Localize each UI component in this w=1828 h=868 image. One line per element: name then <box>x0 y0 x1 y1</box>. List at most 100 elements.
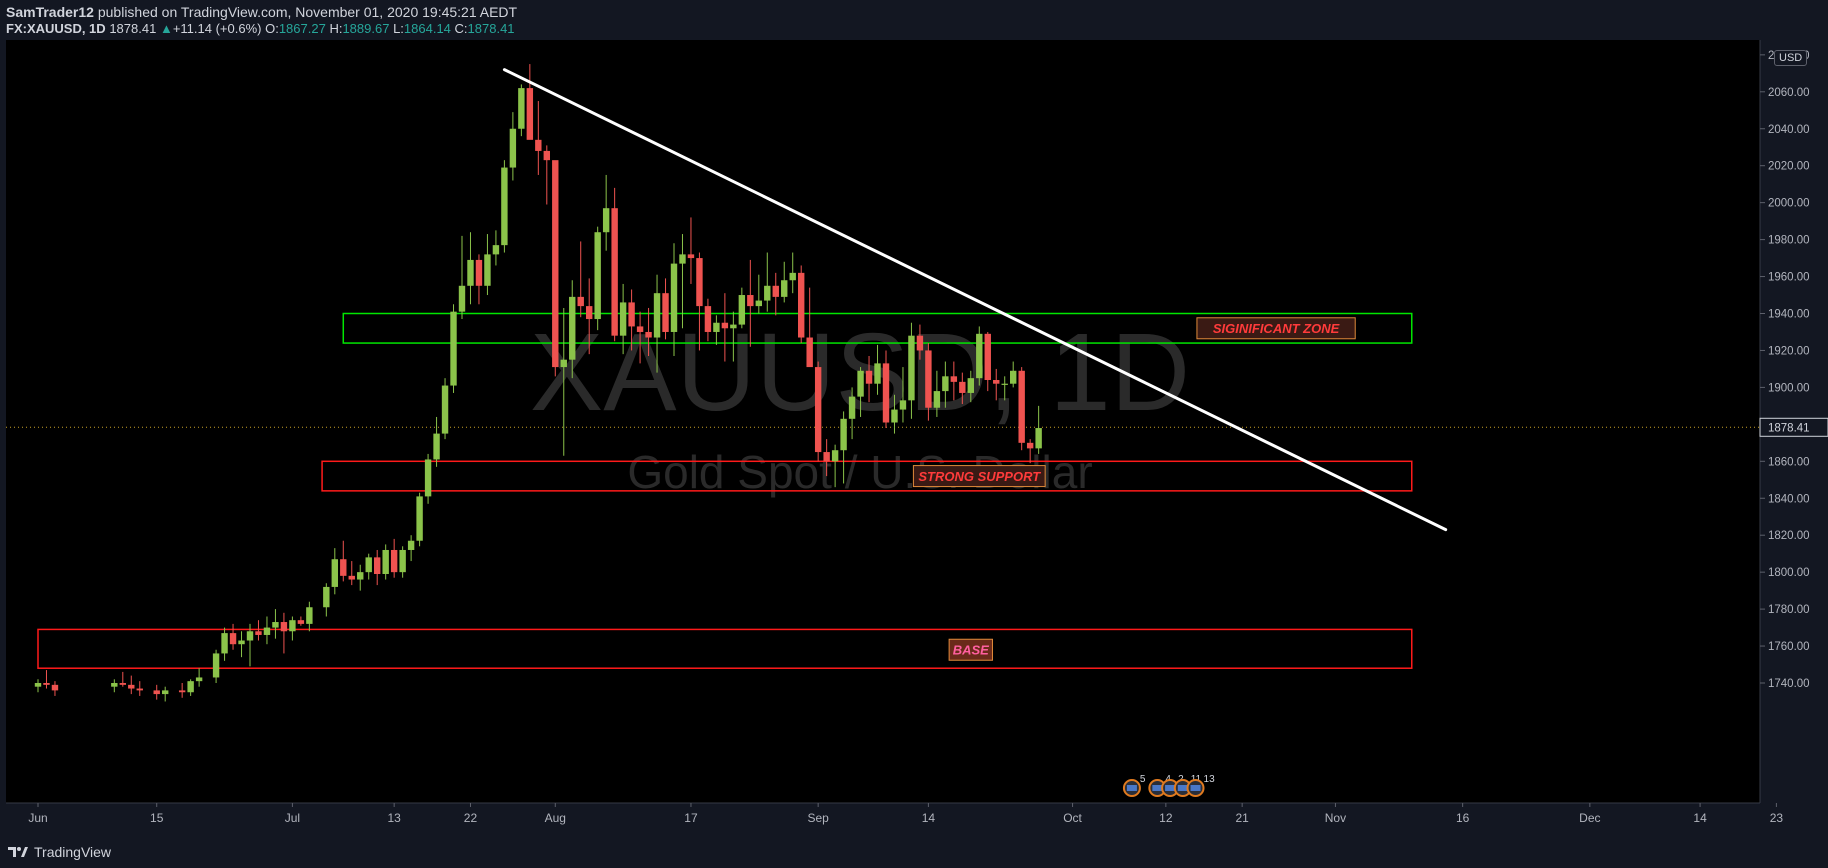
candle-body-up <box>967 378 974 393</box>
candle-body-down <box>390 549 398 573</box>
candle-body-up <box>942 376 949 392</box>
event-flag-icon <box>1152 785 1163 791</box>
candle-body-down <box>577 296 584 307</box>
candle-body-down <box>798 272 805 338</box>
time-tick-label: 21 <box>1235 811 1249 825</box>
zone-base-label-box <box>948 638 993 661</box>
close-label: C: <box>454 21 468 36</box>
candle-body-up <box>433 433 440 460</box>
publish-info: published on TradingView.com, November 0… <box>97 4 518 20</box>
tradingview-logo[interactable]: TradingView <box>8 844 111 860</box>
zone-support-box[interactable] <box>321 460 1413 492</box>
candle-body-down <box>721 322 729 329</box>
zone-base-box[interactable] <box>37 628 1413 669</box>
time-tick-label: 13 <box>387 811 401 825</box>
price-ticks: 1740.00 1760.00 1780.00 1800.00 1820.00 1840.… <box>1760 50 1810 690</box>
candle-body-down <box>297 620 305 624</box>
candle-body-down <box>1018 370 1025 443</box>
candle-body-down <box>645 331 652 338</box>
candle-body-up <box>764 285 771 301</box>
candle-body-up <box>331 559 338 587</box>
event-count-label: 13 <box>1204 774 1216 785</box>
price-chart[interactable]: XAUUSD, 1D Gold Spot / U.S. Dollar 1740.… <box>0 40 1828 836</box>
candle-body-up <box>484 254 491 286</box>
time-tick-label: 14 <box>1693 811 1707 825</box>
candle-body-up <box>840 418 847 451</box>
candle-body-down <box>865 370 873 384</box>
event-markers[interactable]: 5421113 <box>1122 774 1216 797</box>
zone-significant-box[interactable] <box>342 312 1413 344</box>
candle-body-up <box>272 622 279 628</box>
candle-body-down <box>993 380 1000 384</box>
candle-body-up <box>713 322 720 332</box>
time-tick-label: 12 <box>1159 811 1173 825</box>
zone-support-label-box <box>912 465 1046 488</box>
candle-body-up <box>306 607 313 624</box>
zone-support-label: STRONG SUPPORT <box>918 469 1041 484</box>
candle-body-up <box>289 620 296 632</box>
event-flag-icon <box>1126 785 1137 791</box>
time-ticks: Jun 15 Jul 13 22 Aug 17 Sep 14 Oct 12 21 Nov 16 Dec 14 2… <box>28 803 1783 825</box>
candle-body-down <box>255 631 262 635</box>
ohlc-line: FX:XAUUSD, 1D 1878.41 ▲+11.14 (+0.6%) O:… <box>6 21 515 36</box>
candle-body-down <box>611 208 618 336</box>
low-value: 1864.14 <box>403 21 451 36</box>
candle-body-up <box>781 280 788 297</box>
trendline[interactable] <box>502 68 1448 532</box>
candle-body-up <box>212 653 220 678</box>
event-flag-icon <box>1190 785 1201 791</box>
zone-significant-label-box <box>1196 317 1356 340</box>
time-tick-label: Nov <box>1325 811 1346 825</box>
candle-body-up <box>162 690 169 695</box>
symbol-label[interactable]: FX:XAUUSD, 1D <box>6 21 106 36</box>
candle-body-up <box>111 683 118 687</box>
change-arrow-icon: ▲ <box>159 21 173 36</box>
candle-body-up <box>450 311 457 386</box>
candle-body-down <box>128 684 135 689</box>
candle-body-down <box>823 452 830 462</box>
candle-body-down <box>662 293 669 332</box>
candle-body-down <box>882 363 890 423</box>
time-tick-label: Jun <box>28 811 47 825</box>
candle-body-up <box>1035 428 1042 449</box>
price-tick-label: 1960.00 <box>1768 272 1810 284</box>
close-value: 1878.41 <box>467 21 515 36</box>
zones[interactable] <box>37 312 1413 669</box>
price-tick-label: 1740.00 <box>1768 678 1810 690</box>
descending-trendline[interactable] <box>502 68 1448 532</box>
event-flag-icon <box>1165 785 1176 791</box>
symbol-watermark: XAUUSD, 1D Gold Spot / U.S. Dollar <box>530 311 1190 498</box>
time-tick-label: Oct <box>1063 811 1082 825</box>
price-tick-label: 2000.00 <box>1768 198 1810 210</box>
footer: TradingView <box>0 836 1828 868</box>
candle-body-down <box>153 690 160 695</box>
open-value: 1867.27 <box>278 21 326 36</box>
author-name[interactable]: SamTrader12 <box>6 4 94 20</box>
candle-body-up <box>424 459 432 497</box>
candle-body-up <box>730 324 737 329</box>
candle-body-down <box>340 559 347 576</box>
price-tick-label: 1940.00 <box>1768 309 1810 321</box>
time-tick-label: 15 <box>150 811 164 825</box>
candle-body-down <box>43 683 50 685</box>
candle-body-up <box>382 549 389 574</box>
time-axis[interactable] <box>0 803 1828 836</box>
tradingview-logo-icon <box>8 847 28 857</box>
price-tick-label: 1820.00 <box>1768 530 1810 542</box>
zone-base-label: BASE <box>953 642 989 657</box>
open-label: O: <box>265 21 279 36</box>
candle-body-down <box>696 258 703 307</box>
publish-line: SamTrader12 published on TradingView.com… <box>6 4 517 20</box>
candle-body-up <box>407 540 415 550</box>
candle-body-down <box>119 683 126 685</box>
currency-badge[interactable]: USD <box>1774 50 1808 66</box>
candle-body-up <box>34 683 42 687</box>
candle-body-down <box>959 381 966 393</box>
last-price-tag-label: 1878.41 <box>1768 422 1810 434</box>
brand-text: TradingView <box>34 844 112 860</box>
last-price-tag: 1878.41 <box>1759 417 1828 437</box>
candle-body-down <box>374 557 381 574</box>
candle-body-up <box>857 370 864 397</box>
candle-body-down <box>806 337 813 368</box>
price-tick-label: 2040.00 <box>1768 124 1810 136</box>
